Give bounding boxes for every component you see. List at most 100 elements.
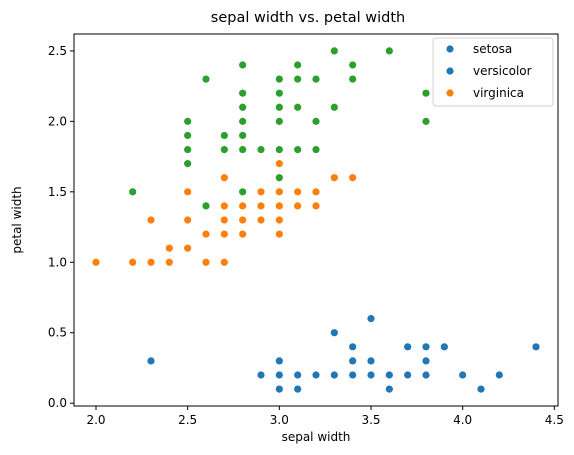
data-point-virginica: [294, 75, 302, 83]
data-point-setosa: [294, 385, 302, 393]
data-point-virginica: [202, 202, 210, 210]
data-point-versicolor: [275, 160, 283, 168]
data-point-virginica: [220, 145, 228, 154]
data-point-versicolor: [220, 174, 228, 182]
x-tick-label: 2.0: [86, 413, 105, 427]
data-point-virginica: [422, 89, 430, 97]
y-tick-label: 1.5: [48, 185, 67, 199]
data-point-virginica: [275, 89, 283, 97]
y-axis-label: petal width: [10, 186, 24, 253]
data-point-versicolor: [275, 202, 283, 210]
data-point-versicolor: [184, 216, 192, 224]
data-point-setosa: [422, 357, 430, 365]
legend-entry-label: setosa: [473, 42, 512, 56]
data-point-setosa: [330, 371, 338, 379]
data-point-versicolor: [165, 258, 173, 266]
data-point-versicolor: [220, 216, 228, 224]
data-point-setosa: [422, 371, 430, 379]
data-point-setosa: [275, 371, 283, 379]
data-point-virginica: [257, 145, 265, 154]
data-point-versicolor: [275, 230, 283, 238]
data-point-virginica: [349, 61, 357, 69]
data-point-virginica: [294, 103, 302, 111]
data-point-setosa: [349, 343, 357, 351]
data-point-versicolor: [202, 258, 210, 266]
data-point-setosa: [495, 371, 503, 379]
data-point-virginica: [184, 160, 192, 168]
data-point-setosa: [330, 329, 338, 337]
data-point-versicolor: [129, 258, 137, 266]
data-point-versicolor: [275, 188, 283, 196]
data-point-virginica: [275, 75, 283, 83]
data-point-versicolor: [184, 188, 192, 196]
data-point-setosa: [349, 371, 357, 379]
y-tick-label: 0.5: [48, 326, 67, 340]
data-point-setosa: [367, 371, 375, 379]
data-point-setosa: [257, 371, 265, 379]
data-point-virginica: [330, 47, 338, 55]
data-point-virginica: [312, 145, 320, 154]
data-point-virginica: [239, 145, 247, 154]
y-tick-label: 0.0: [48, 396, 67, 410]
legend: setosa versicolor virginica: [432, 37, 554, 107]
data-point-versicolor: [294, 202, 302, 210]
data-point-versicolor: [294, 188, 302, 196]
data-point-versicolor: [275, 216, 283, 224]
data-point-virginica: [220, 131, 228, 140]
data-point-virginica: [385, 47, 393, 55]
x-tick-label: 4.5: [545, 413, 564, 427]
chart-title: sepal width vs. petal width: [211, 10, 405, 26]
legend-marker: [446, 45, 454, 53]
data-point-versicolor: [184, 244, 192, 252]
data-point-virginica: [275, 174, 283, 182]
data-point-virginica: [239, 131, 247, 140]
data-point-virginica: [239, 117, 247, 125]
data-point-virginica: [422, 117, 430, 125]
x-tick-label: 4.0: [453, 413, 472, 427]
data-point-setosa: [367, 315, 375, 323]
data-point-setosa: [147, 357, 155, 365]
data-point-setosa: [385, 385, 393, 393]
data-point-virginica: [239, 103, 247, 111]
data-point-setosa: [404, 343, 412, 351]
data-point-setosa: [275, 385, 283, 393]
data-point-virginica: [275, 145, 283, 154]
data-point-virginica: [294, 145, 302, 154]
legend-box: [432, 37, 554, 107]
legend-entry-label: virginica: [473, 86, 524, 100]
x-axis: 2.0 2.5 3.0 3.5 4.0 4.5: [86, 406, 564, 427]
data-point-virginica: [239, 89, 247, 97]
data-point-virginica: [239, 61, 247, 69]
data-point-virginica: [275, 103, 283, 111]
y-axis: 0.0 0.5 1.0 1.5 2.0 2.5: [48, 44, 74, 410]
data-point-versicolor: [202, 230, 210, 238]
data-point-versicolor: [239, 230, 247, 238]
data-point-versicolor: [330, 174, 338, 182]
y-tick-label: 2.0: [48, 114, 67, 128]
data-point-setosa: [532, 343, 540, 351]
data-point-virginica: [184, 117, 192, 125]
data-point-versicolor: [220, 258, 228, 266]
data-point-setosa: [404, 371, 412, 379]
data-point-versicolor: [312, 202, 320, 210]
x-tick-label: 2.5: [178, 413, 197, 427]
data-point-virginica: [202, 75, 210, 83]
data-point-setosa: [477, 385, 485, 393]
data-point-versicolor: [220, 230, 228, 238]
plot-frame: [73, 33, 559, 407]
data-point-versicolor: [220, 202, 228, 210]
data-point-virginica: [330, 103, 338, 111]
data-point-setosa: [349, 357, 357, 365]
data-point-versicolor: [312, 188, 320, 196]
data-point-setosa: [367, 357, 375, 365]
data-point-setosa: [275, 357, 283, 365]
legend-entry-label: versicolor: [473, 64, 532, 78]
y-tick-label: 1.0: [48, 255, 67, 269]
data-point-virginica: [184, 131, 192, 140]
data-point-setosa: [440, 343, 448, 351]
data-point-versicolor: [147, 258, 155, 266]
y-tick-label: 2.5: [48, 44, 67, 58]
data-point-versicolor: [349, 174, 357, 182]
data-point-versicolor: [165, 244, 173, 252]
